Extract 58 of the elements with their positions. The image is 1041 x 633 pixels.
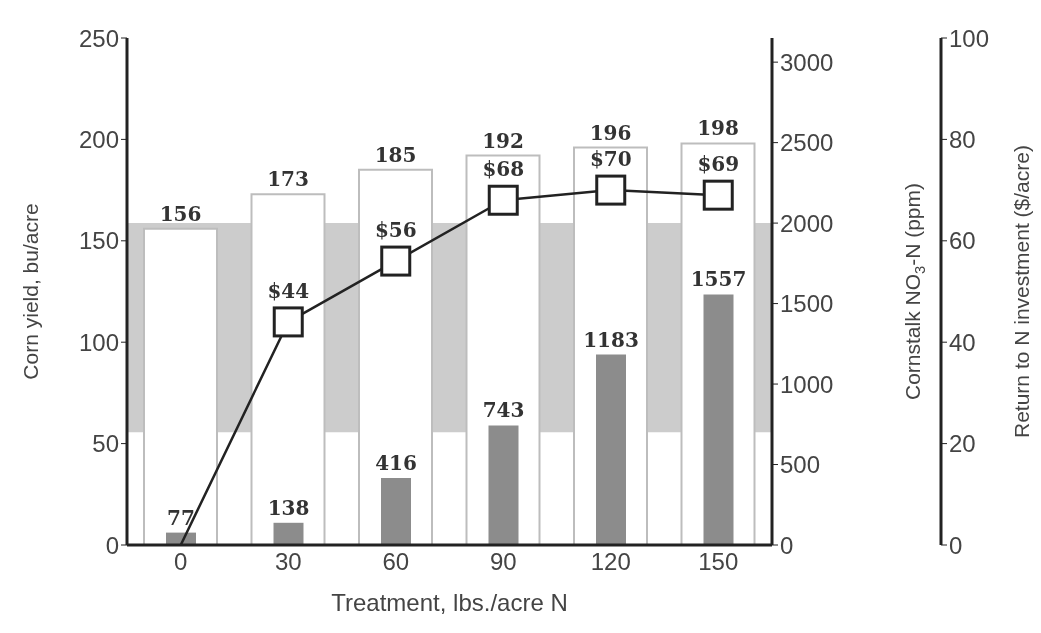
point [487, 184, 519, 216]
y-tick-label: 100 [78, 328, 119, 356]
y3-tick-label: 0 [949, 531, 963, 559]
y-tick-label: 0 [105, 531, 119, 559]
x-tick-label: 0 [174, 548, 188, 576]
bar [358, 168, 433, 545]
y-axis-title: Corn yield, bu/acre [18, 203, 42, 380]
data-label: 1183 [583, 327, 639, 352]
data-label: 156 [159, 201, 202, 226]
y2-tick-label: 2000 [780, 209, 834, 237]
data-label: $68 [482, 157, 525, 182]
bar [596, 354, 626, 545]
y3-axis-title: Return to N investment ($/acre) [1009, 145, 1033, 438]
data-label: 743 [482, 398, 525, 423]
y2-tick-label: 0 [780, 531, 794, 559]
x-tick-label: 30 [274, 548, 302, 576]
point [380, 245, 412, 277]
data-label: 192 [482, 128, 524, 153]
bar [143, 227, 218, 545]
x-tick-label: 120 [590, 548, 631, 576]
bar [703, 294, 734, 545]
y2-tick-label: 1500 [780, 290, 834, 318]
y-tick-label: 150 [78, 227, 119, 255]
data-label: 138 [267, 495, 310, 520]
data-label: 198 [697, 116, 739, 141]
y3-tick-label: 100 [949, 24, 990, 52]
data-label: 173 [267, 167, 309, 192]
y-tick-label: 50 [92, 430, 119, 458]
data-label: $69 [697, 152, 740, 177]
data-label: $56 [374, 218, 417, 243]
bar [273, 522, 304, 545]
data-label: 77 [167, 505, 195, 530]
data-label: 416 [375, 451, 417, 476]
y2-tick-label: 3000 [780, 48, 834, 76]
y3-tick-label: 20 [949, 430, 976, 458]
bar [381, 478, 411, 545]
y-tick-label: 250 [78, 24, 119, 52]
y3-tick-label: 60 [949, 227, 976, 255]
data-label: 1557 [690, 267, 747, 292]
data-label: $44 [267, 278, 310, 303]
y-tick-label: 200 [78, 125, 119, 153]
point [702, 179, 734, 211]
y2-tick-label: 2500 [780, 129, 834, 157]
y3-tick-label: 80 [949, 125, 976, 153]
x-tick-label: 90 [489, 548, 517, 576]
point [272, 306, 304, 338]
y2-tick-label: 1000 [780, 370, 834, 398]
x-axis-title: Treatment, lbs./acre N [331, 589, 568, 616]
bar [488, 425, 519, 545]
data-label: 196 [589, 120, 632, 145]
point [595, 174, 627, 206]
x-tick-label: 150 [698, 548, 739, 576]
y2-tick-label: 500 [780, 451, 821, 479]
data-label: $70 [589, 147, 632, 172]
x-tick-label: 60 [382, 548, 410, 576]
y3-tick-label: 40 [949, 328, 976, 356]
data-label: 185 [374, 142, 417, 167]
bar [250, 193, 326, 545]
